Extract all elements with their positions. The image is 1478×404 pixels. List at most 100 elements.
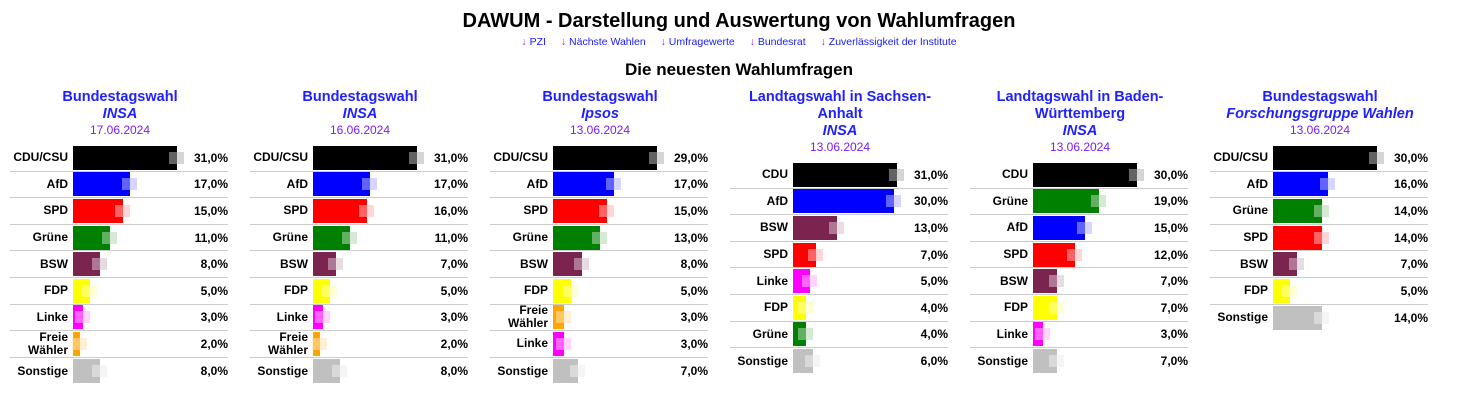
party-label: Linke: [276, 309, 308, 324]
nav-label: PZI: [529, 36, 546, 48]
party-label: AfD: [286, 176, 308, 191]
table-row: SPD 7,0%: [730, 242, 948, 269]
bar-track: [793, 162, 904, 187]
party-value: 14,0%: [1393, 230, 1428, 245]
party-label: CDU: [762, 167, 788, 182]
table-row: Grüne 19,0%: [970, 189, 1188, 216]
poll-header: Landtagswahl in Sachsen-Anhalt INSA 13.06.…: [735, 89, 945, 155]
bar-track: [553, 305, 661, 330]
nav-label: Nächste Wahlen: [569, 36, 646, 48]
party-bar: [1273, 225, 1322, 250]
party-value: 12,0%: [1153, 247, 1188, 262]
party-label: FDP: [1004, 300, 1028, 315]
bar-track: [553, 278, 661, 303]
party-bar: [1033, 162, 1137, 187]
nav-label: Umfragewerte: [668, 36, 735, 48]
bar-track: [793, 215, 901, 240]
election-title-link[interactable]: Bundestagswahl: [542, 89, 658, 105]
bar-track: [73, 145, 184, 170]
table-row: Sonstige 7,0%: [970, 348, 1188, 375]
arrow-down-icon: ↓: [820, 36, 826, 48]
table-row: Sonstige 14,0%: [1210, 305, 1428, 332]
party-label: Linke: [756, 273, 788, 288]
party-value: 30,0%: [1153, 167, 1188, 182]
nav-link-zuverlaessigkeit[interactable]: ↓ Zuverlässigkeit der Institute: [821, 36, 957, 48]
party-label: BSW: [520, 256, 548, 271]
party-value: 16,0%: [1393, 177, 1428, 192]
party-value: 30,0%: [913, 194, 948, 209]
nav-link-naechste-wahlen[interactable]: ↓ Nächste Wahlen: [561, 36, 646, 48]
table-row: FDP 5,0%: [1210, 278, 1428, 305]
poll-table: CDU/CSU 29,0% AfD 17,0% SPD 15,0% Grüne 13,0% BS…: [490, 145, 708, 384]
election-title-link[interactable]: Landtagswahl in Baden-Württemberg: [996, 89, 1164, 122]
previous-value-marker: [1282, 284, 1298, 297]
previous-value-marker: [362, 178, 378, 191]
party-value: 8,0%: [200, 364, 228, 379]
table-row: Linke 3,0%: [970, 322, 1188, 349]
party-value: 3,0%: [1160, 327, 1188, 342]
bar-track: [553, 172, 661, 197]
previous-value-marker: [71, 337, 87, 350]
party-label: Grüne: [752, 326, 788, 341]
party-value: 3,0%: [440, 310, 468, 325]
party-value: 3,0%: [200, 310, 228, 325]
table-row: FDP 5,0%: [250, 278, 468, 305]
table-row: Linke 3,0%: [490, 331, 708, 358]
table-row: Sonstige 7,0%: [490, 358, 708, 385]
nav-link-bundesrat[interactable]: ↓ Bundesrat: [750, 36, 806, 48]
table-row: FDP 7,0%: [970, 295, 1188, 322]
institute-link[interactable]: INSA: [1062, 123, 1098, 139]
table-row: Sonstige 6,0%: [730, 348, 948, 375]
party-value: 6,0%: [920, 354, 948, 369]
institute-link[interactable]: Forschungsgruppe Wahlen: [1226, 106, 1414, 122]
party-bar: [793, 162, 897, 187]
poll-table: CDU/CSU 31,0% AfD 17,0% SPD 16,0% Grüne 11,0% BS…: [250, 145, 468, 384]
party-value: 31,0%: [913, 167, 948, 182]
party-label: FDP: [44, 283, 68, 298]
previous-value-marker: [1369, 151, 1384, 164]
institute-link[interactable]: INSA: [822, 123, 858, 139]
bar-track: [313, 145, 424, 170]
party-bar: [73, 145, 177, 170]
election-title-link[interactable]: Bundestagswahl: [62, 89, 178, 105]
party-value: 5,0%: [920, 274, 948, 289]
party-value: 31,0%: [193, 150, 228, 165]
bar-track: [793, 295, 901, 320]
institute-link[interactable]: INSA: [342, 106, 378, 122]
election-title-link[interactable]: Bundestagswahl: [1262, 89, 1378, 105]
election-title-link[interactable]: Bundestagswahl: [302, 89, 418, 105]
bar-track: [313, 278, 421, 303]
table-row: Freie Wähler 2,0%: [10, 330, 228, 358]
bar-track: [1033, 349, 1141, 374]
table-row: CDU/CSU 31,0%: [10, 145, 228, 172]
table-row: Freie Wähler 3,0%: [490, 304, 708, 332]
previous-value-marker: [1035, 328, 1051, 341]
nav-link-umfragewerte[interactable]: ↓ Umfragewerte: [661, 36, 735, 48]
table-row: AfD 17,0%: [250, 172, 468, 199]
nav-label: Bundesrat: [757, 36, 806, 48]
institute-link[interactable]: Ipsos: [581, 106, 619, 122]
table-row: SPD 15,0%: [10, 198, 228, 225]
bar-track: [1273, 145, 1384, 170]
bar-track: [793, 349, 901, 374]
nav-label: Zuverlässigkeit der Institute: [828, 36, 957, 48]
previous-value-marker: [808, 248, 824, 261]
table-row: Grüne 13,0%: [490, 225, 708, 252]
bar-track: [313, 198, 421, 223]
party-value: 8,0%: [680, 257, 708, 272]
bar-track: [1273, 252, 1381, 277]
previous-value-marker: [591, 231, 607, 244]
previous-value-marker: [91, 258, 107, 271]
bar-track: [73, 278, 181, 303]
election-title-link[interactable]: Landtagswahl in Sachsen-Anhalt: [748, 89, 932, 122]
party-bar: [1273, 145, 1377, 170]
party-value: 11,0%: [194, 230, 228, 245]
bar-track: [73, 252, 181, 277]
party-value: 17,0%: [673, 177, 708, 192]
nav-link-pzi[interactable]: ↓ PZI: [521, 36, 546, 48]
institute-link[interactable]: INSA: [102, 106, 138, 122]
previous-value-marker: [1313, 311, 1329, 324]
party-value: 5,0%: [680, 283, 708, 298]
poll-panel: Bundestagswahl Ipsos 13.06.2024 CDU/CSU 29,0…: [480, 89, 720, 384]
bar-track: [73, 198, 181, 223]
